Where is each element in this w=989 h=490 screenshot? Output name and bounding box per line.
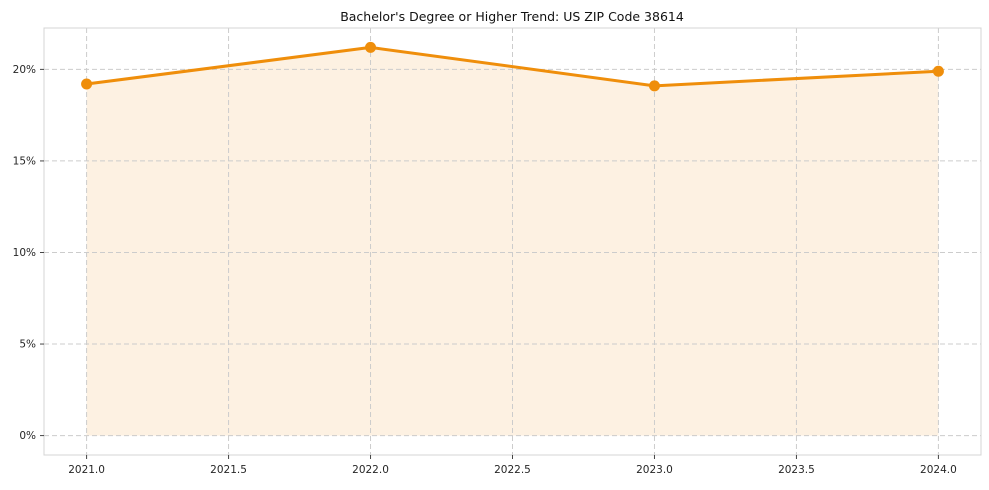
data-point-marker (648, 80, 660, 92)
x-tick-label: 2021.5 (210, 464, 247, 476)
data-point-marker (932, 65, 944, 77)
trend-line (85, 45, 940, 88)
x-tick-label: 2022.5 (494, 464, 531, 476)
y-tick-label: 5% (19, 339, 36, 351)
x-tick-label: 2024.0 (920, 464, 957, 476)
chart-title: Bachelor's Degree or Higher Trend: US ZI… (340, 9, 684, 24)
y-tick-label: 10% (13, 247, 36, 259)
x-tick-label: 2022.0 (352, 464, 389, 476)
x-tick-label: 2023.5 (778, 464, 815, 476)
y-tick-label: 0% (19, 430, 36, 442)
data-point-marker (81, 78, 93, 90)
x-tick-label: 2021.0 (68, 464, 105, 476)
x-tick-label: 2023.0 (636, 464, 673, 476)
area-fill (86, 47, 939, 436)
data-point-marker (365, 41, 377, 53)
y-tick-label: 15% (13, 155, 36, 167)
y-tick-label: 20% (13, 64, 36, 76)
